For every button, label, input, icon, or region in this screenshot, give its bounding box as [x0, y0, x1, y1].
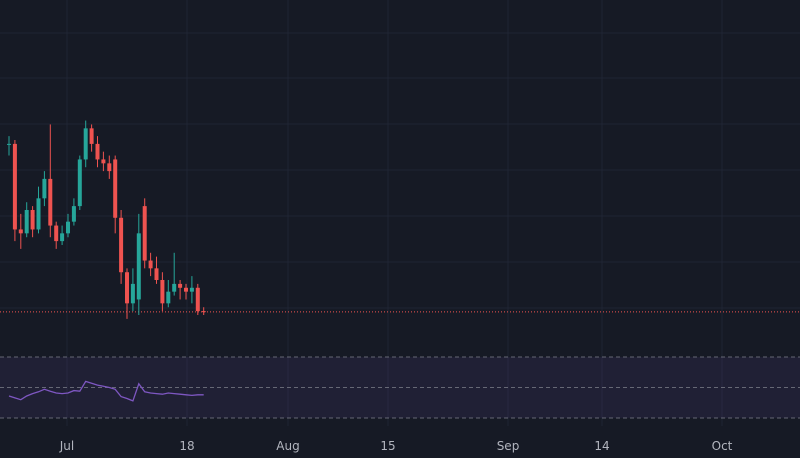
x-tick-sep: Sep — [497, 439, 520, 453]
candle — [7, 136, 11, 156]
candle — [119, 210, 124, 284]
rsi-line — [8, 380, 204, 402]
candle — [83, 120, 88, 168]
candle — [60, 225, 65, 245]
x-axis-ticks: Jul 18 Aug 15 Sep 14 Oct — [59, 439, 733, 453]
candle — [42, 171, 47, 207]
candle-body — [42, 178, 47, 199]
candle — [166, 280, 171, 308]
candle-body — [119, 217, 124, 273]
candle — [107, 155, 112, 179]
x-tick-oct: Oct — [712, 439, 733, 453]
candle — [54, 221, 59, 249]
candle — [172, 252, 177, 296]
candle — [24, 202, 29, 238]
candle — [189, 276, 194, 304]
candle-body — [178, 283, 183, 288]
candle — [195, 283, 200, 315]
candle-body — [48, 178, 53, 226]
candle-body — [166, 291, 171, 304]
candle — [89, 124, 94, 152]
candle-body — [71, 206, 76, 222]
candle-body — [77, 159, 82, 207]
candle — [178, 280, 183, 300]
grid-lines — [0, 0, 800, 426]
candle-body — [89, 128, 94, 144]
candle — [101, 151, 106, 172]
candle-body — [18, 229, 23, 234]
candle-body — [184, 287, 188, 292]
candle-body — [154, 268, 159, 280]
candle-body — [95, 143, 100, 160]
candle-body — [107, 163, 112, 172]
candles — [7, 120, 206, 319]
x-tick-15: 15 — [380, 439, 395, 453]
candle-body — [66, 221, 70, 234]
candle — [125, 268, 129, 319]
candle — [77, 155, 82, 210]
x-tick-jul: Jul — [59, 439, 74, 453]
candle-body — [24, 210, 29, 234]
x-tick-18: 18 — [179, 439, 194, 453]
candle-body — [101, 159, 106, 164]
candle-body — [142, 206, 147, 261]
candle — [160, 272, 165, 312]
candle — [184, 283, 188, 300]
candle-body — [130, 283, 135, 304]
candle-body — [160, 280, 165, 304]
candle — [95, 136, 100, 168]
rsi-pane — [0, 356, 800, 419]
candle-body — [136, 233, 141, 300]
candle-body — [148, 260, 153, 269]
candle — [66, 213, 70, 238]
candle-body — [189, 287, 194, 292]
candle — [36, 186, 41, 234]
candle-body — [83, 128, 88, 160]
candle — [130, 268, 135, 312]
candle — [136, 213, 141, 315]
candle — [148, 252, 153, 277]
candle — [30, 206, 35, 238]
candle — [12, 140, 17, 242]
candle — [18, 213, 23, 249]
candle-body — [54, 225, 59, 242]
candle-body — [125, 272, 129, 304]
candle-body — [172, 283, 177, 292]
candle-body — [60, 233, 65, 242]
candle-body — [36, 198, 41, 230]
candle — [142, 198, 147, 269]
candle — [71, 198, 76, 226]
candle — [113, 155, 118, 234]
candle-body — [30, 210, 35, 230]
candle-body — [7, 143, 11, 145]
candle — [201, 307, 206, 315]
candle-body — [12, 143, 17, 230]
x-tick-aug: Aug — [276, 439, 299, 453]
candle-body — [195, 287, 200, 312]
x-tick-14: 14 — [594, 439, 609, 453]
candle — [154, 256, 159, 284]
candle-body — [113, 159, 118, 218]
candle-body — [201, 311, 206, 313]
candle — [48, 124, 53, 238]
